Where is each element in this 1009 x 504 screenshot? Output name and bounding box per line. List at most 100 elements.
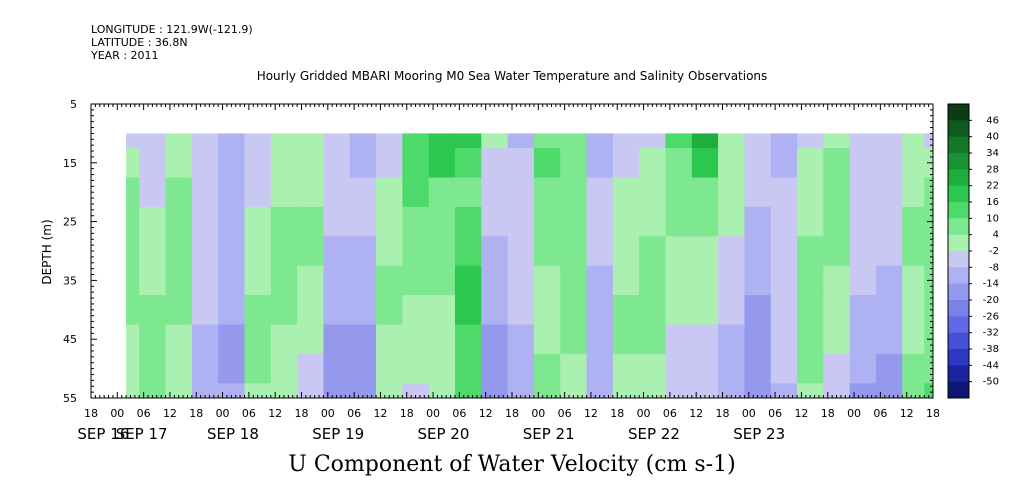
heatmap-cell — [823, 177, 851, 208]
x-hour-label: 00 — [742, 407, 756, 420]
heatmap-cell — [665, 236, 693, 267]
heatmap-cell — [744, 295, 772, 325]
x-day-label: SEP 19 — [312, 425, 364, 443]
heatmap-cell — [849, 265, 877, 296]
heatmap-cell — [191, 353, 219, 384]
heatmap-cell — [139, 265, 167, 296]
heatmap-cell — [560, 324, 588, 355]
heatmap-cell — [191, 148, 219, 178]
heatmap-cell — [924, 295, 934, 325]
heatmap-cell — [126, 206, 140, 237]
heatmap-cell — [507, 353, 535, 384]
heatmap-cell — [270, 265, 298, 296]
x-hour-label: 00 — [426, 407, 440, 420]
heatmap-cell — [797, 353, 824, 384]
x-hour-label: 18 — [716, 407, 730, 420]
heatmap-cell — [139, 383, 167, 399]
heatmap-cell — [924, 133, 934, 149]
heatmap-cell — [718, 353, 745, 384]
heatmap-cell — [139, 295, 167, 325]
heatmap-cell — [297, 177, 324, 208]
heatmap-cell — [244, 295, 272, 325]
heatmap-cell — [849, 236, 877, 267]
heatmap-cell — [665, 265, 693, 296]
heatmap-cell — [323, 236, 351, 267]
heatmap-cell — [533, 265, 561, 296]
heatmap-cell — [402, 177, 430, 208]
heatmap-cell — [797, 206, 824, 237]
heatmap-cell — [349, 265, 377, 296]
heatmap-cell — [481, 353, 509, 384]
heatmap-cell — [823, 236, 851, 267]
heatmap-cell — [139, 236, 167, 267]
x-hour-label: 18 — [610, 407, 624, 420]
heatmap-cell — [454, 295, 482, 325]
heatmap-cell — [402, 133, 430, 149]
heatmap-cell — [270, 383, 298, 399]
heatmap-cell — [349, 133, 377, 149]
heatmap-cell — [770, 353, 798, 384]
heatmap-cell — [244, 206, 272, 237]
colorbar-label: -26 — [983, 311, 999, 322]
heatmap-cell — [165, 236, 193, 267]
x-day-label: SEP 16 — [77, 425, 129, 443]
heatmap-cell — [612, 383, 640, 399]
heatmap-cell — [507, 236, 535, 267]
heatmap-cell — [191, 324, 219, 355]
heatmap-cell — [454, 133, 482, 149]
heatmap-cell — [744, 206, 772, 237]
heatmap-cell — [924, 353, 934, 384]
heatmap-cell — [612, 236, 640, 267]
heatmap-cell — [691, 206, 719, 237]
colorbar-label: -50 — [983, 377, 999, 388]
axis-ticks — [90, 103, 934, 399]
heatmap-cell — [770, 206, 798, 237]
heatmap-cell — [323, 148, 351, 178]
y-tick-label: 55 — [63, 392, 77, 405]
colorbar-swatch — [948, 332, 969, 350]
heatmap-cell — [665, 383, 693, 399]
heatmap-cell — [349, 383, 377, 399]
heatmap-cell — [691, 265, 719, 296]
y-axis-label: DEPTH (m) — [40, 219, 54, 284]
x-hour-label: 12 — [794, 407, 808, 420]
heatmap-cell — [770, 177, 798, 208]
heatmap-cell — [376, 206, 403, 237]
x-hour-label: 00 — [847, 407, 861, 420]
heatmap-cell — [770, 295, 798, 325]
x-hour-label: 06 — [452, 407, 466, 420]
heatmap-cell — [126, 295, 140, 325]
x-hour-label: 12 — [268, 407, 282, 420]
heatmap-cell — [165, 177, 193, 208]
heatmap-cell — [744, 236, 772, 267]
colorbar-label: 34 — [986, 148, 999, 159]
heatmap-cell — [191, 383, 219, 399]
heatmap-cell — [454, 148, 482, 178]
heatmap-cell — [507, 324, 535, 355]
heatmap-cell — [428, 177, 456, 208]
x-hour-label: 06 — [663, 407, 677, 420]
heatmap-cell — [875, 324, 903, 355]
colorbar-label: -2 — [989, 246, 999, 257]
heatmap-cell — [586, 236, 614, 267]
heatmap-cell — [507, 206, 535, 237]
heatmap-cell — [428, 206, 456, 237]
heatmap-cell — [428, 383, 456, 399]
heatmap-cell — [297, 206, 324, 237]
heatmap-cell — [481, 236, 509, 267]
heatmap-cell — [691, 148, 719, 178]
heatmap-cell — [797, 383, 824, 399]
heatmap-cell — [875, 177, 903, 208]
heatmap-cell — [297, 324, 324, 355]
heatmap-cell — [770, 324, 798, 355]
heatmap-cell — [297, 133, 324, 149]
x-hour-label: 06 — [242, 407, 256, 420]
heatmap-cell — [770, 236, 798, 267]
heatmap-cell — [218, 177, 245, 208]
heatmap-cell — [560, 148, 588, 178]
heatmap-cell — [665, 324, 693, 355]
heatmap-cell — [428, 295, 456, 325]
heatmap-cell — [297, 353, 324, 384]
colorbar-swatch — [948, 300, 969, 317]
heatmap-cell — [924, 383, 934, 399]
